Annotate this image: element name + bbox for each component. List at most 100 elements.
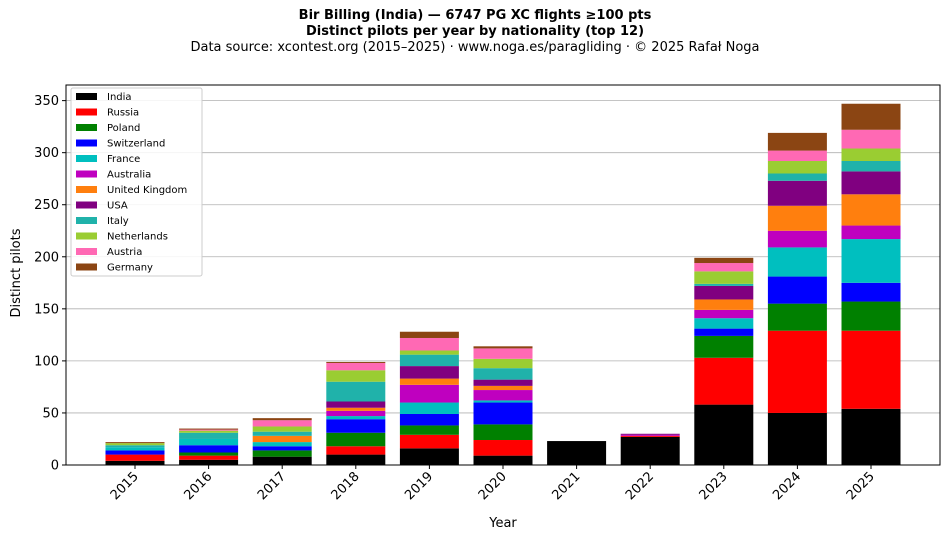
bar-segment-australia-2019 <box>399 384 459 403</box>
bar-segment-usa-2022 <box>620 433 680 435</box>
bar-segment-india-2025 <box>841 408 901 465</box>
bar-segment-germany-2018 <box>326 361 386 363</box>
bar-segment-austria-2017 <box>252 420 312 427</box>
bar-segment-germany-2015 <box>105 442 165 444</box>
y-tick-label: 150 <box>34 302 59 317</box>
bar-segment-russia-2022 <box>620 435 680 437</box>
bar-segment-poland-2024 <box>767 303 827 331</box>
bar-segment-poland-2025 <box>841 301 901 331</box>
bar-segment-austria-2018 <box>326 362 386 371</box>
bar-segment-russia-2015 <box>105 454 165 461</box>
bar-segment-usa-2019 <box>399 366 459 379</box>
legend-label: India <box>107 92 132 103</box>
x-axis-label: Year <box>488 516 517 531</box>
legend-label: Austria <box>107 247 142 258</box>
bar-segment-india-2016 <box>179 459 239 465</box>
bar-segment-switzerland-2024 <box>767 276 827 304</box>
legend: India Russia Poland Switzerland France Austra… <box>70 87 203 277</box>
chart-title: Bir Billing (India) — 6747 PG XC flights… <box>298 8 652 23</box>
bar-segment-russia-2025 <box>841 330 901 409</box>
bar-segment-usa-2023 <box>694 285 754 300</box>
bar-segment-austria-2019 <box>399 337 459 351</box>
bar-segment-france-2016 <box>179 438 239 446</box>
y-tick-label: 200 <box>34 250 59 265</box>
bar-segment-russia-2016 <box>179 455 239 460</box>
bar-segment-australia-2020 <box>473 390 533 401</box>
bar-segment-switzerland-2017 <box>252 446 312 451</box>
bar-segment-france-2023 <box>694 318 754 329</box>
legend-swatch <box>76 170 97 178</box>
bar-segment-india-2015 <box>105 460 165 465</box>
bar-segment-india-2024 <box>767 412 827 465</box>
bar-segment-netherlands-2019 <box>399 350 459 355</box>
legend-swatch <box>76 139 97 147</box>
bar-segment-netherlands-2020 <box>473 358 533 369</box>
bar-segment-italy-2016 <box>179 432 239 439</box>
x-tick-label: 2023 <box>697 469 731 503</box>
bar-segment-india-2022 <box>620 436 680 465</box>
bar-segment-italy-2025 <box>841 161 901 172</box>
bar-segment-russia-2023 <box>694 357 754 405</box>
bar-segment-germany-2023 <box>694 257 754 264</box>
chart-source: Data source: xcontest.org (2015–2025) · … <box>190 40 760 55</box>
bar-segment-australia-2023 <box>694 309 754 319</box>
bar-segment-australia-2025 <box>841 225 901 240</box>
legend-swatch <box>76 263 97 271</box>
bar-segment-india-2019 <box>399 448 459 465</box>
legend-swatch <box>76 232 97 240</box>
bar-segment-usa-2020 <box>473 379 533 386</box>
bar-segment-germany-2024 <box>767 132 827 151</box>
bar-segment-switzerland-2019 <box>399 413 459 426</box>
legend-swatch <box>76 248 97 255</box>
legend-label: Germany <box>107 263 153 274</box>
bar-segment-netherlands-2023 <box>694 271 754 284</box>
y-axis: 0 50 100 150 200 250 300 350 <box>34 94 66 474</box>
bar-segment-italy-2020 <box>473 368 533 380</box>
bar-segment-poland-2018 <box>326 432 386 447</box>
y-tick-label: 300 <box>34 146 59 161</box>
bar-segment-austria-2020 <box>473 348 533 359</box>
x-axis: 2015 2016 2017 2018 2019 2020 2021 2022 2023 2024… <box>108 465 878 503</box>
bar-segment-italy-2017 <box>252 431 312 436</box>
legend-swatch <box>76 217 97 224</box>
bars <box>105 103 901 465</box>
y-tick-label: 100 <box>34 354 59 369</box>
bar-segment-switzerland-2023 <box>694 328 754 336</box>
x-tick-label: 2016 <box>181 469 215 503</box>
x-tick-label: 2025 <box>844 469 878 503</box>
bar-segment-australia-2024 <box>767 230 827 248</box>
y-tick-label: 50 <box>42 406 59 421</box>
x-tick-label: 2022 <box>623 469 657 503</box>
bar-segment-netherlands-2024 <box>767 161 827 174</box>
x-tick-label: 2018 <box>329 469 363 503</box>
bar-segment-france-2019 <box>399 402 459 414</box>
legend-swatch <box>76 124 97 131</box>
bar-segment-usa-2025 <box>841 171 901 195</box>
bar-segment-russia-2024 <box>767 330 827 413</box>
legend-label: France <box>107 154 140 165</box>
bar-segment-india-2017 <box>252 456 312 465</box>
legend-label: Poland <box>107 123 140 134</box>
bar-segment-poland-2020 <box>473 424 533 441</box>
x-tick-label: 2015 <box>108 469 142 503</box>
legend-box <box>70 87 203 277</box>
bar-segment-australia-2018 <box>326 410 386 417</box>
legend-label: Australia <box>107 170 151 181</box>
chart-subtitle: Distinct pilots per year by nationality … <box>305 24 645 39</box>
bar-segment-switzerland-2025 <box>841 282 901 302</box>
bar-segment-netherlands-2017 <box>252 426 312 432</box>
bar-segment-germany-2017 <box>252 418 312 421</box>
bar-segment-switzerland-2018 <box>326 419 386 433</box>
bar-segment-poland-2019 <box>399 425 459 435</box>
bar-segment-india-2020 <box>473 455 533 465</box>
bar-segment-switzerland-2016 <box>179 445 239 453</box>
legend-label: USA <box>107 201 128 212</box>
legend-label: United Kingdom <box>107 185 187 196</box>
x-tick-label: 2019 <box>402 469 436 503</box>
bar-segment-india-2021 <box>547 441 607 465</box>
legend-label: Netherlands <box>107 232 168 243</box>
bar-segment-italy-2018 <box>326 381 386 402</box>
x-tick-label: 2024 <box>770 469 804 503</box>
bar-segment-switzerland-2015 <box>105 450 165 455</box>
bar-segment-switzerland-2020 <box>473 402 533 425</box>
